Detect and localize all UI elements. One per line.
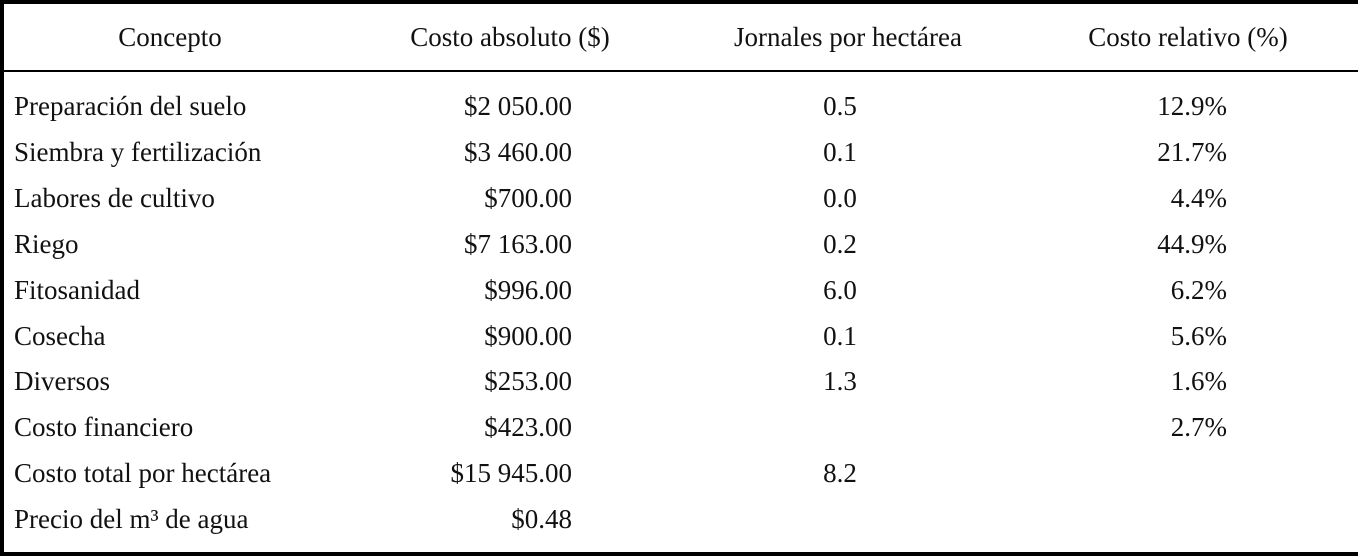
- header-rule: [4, 70, 1358, 72]
- table-cell: $2 050.00: [464, 91, 572, 121]
- table-cell: $253.00: [484, 366, 572, 397]
- table-cell: Siembra y fertilización: [14, 136, 262, 167]
- header-cell: Costo relativo (%): [1088, 22, 1288, 52]
- table-cell: 12.9%: [1157, 91, 1227, 121]
- table-cell: 0.5: [823, 91, 857, 121]
- table-cell: $0.48: [511, 504, 572, 535]
- table-cell: 0.1: [823, 320, 857, 351]
- table-cell: Costo financiero: [14, 412, 194, 443]
- table-cell: 44.9%: [1157, 228, 1227, 259]
- table-cell: 8.2: [823, 458, 857, 489]
- table-cell: 1.6%: [1170, 366, 1227, 397]
- header-cell: Concepto: [118, 22, 222, 52]
- table-cell: Diversos: [14, 366, 110, 397]
- table-cell: 0.0: [823, 182, 857, 213]
- header-cell: Costo absoluto ($): [410, 22, 610, 52]
- table-cell: Precio del m³ de agua: [14, 504, 249, 535]
- header-cell: Jornales por hectárea: [734, 22, 962, 52]
- table-cell: 0.1: [823, 136, 857, 167]
- table-cell: Costo total por hectárea: [14, 458, 272, 489]
- table-cell: 6.2%: [1170, 274, 1227, 305]
- table-cell: 2.7%: [1170, 412, 1227, 443]
- table-cell: 1.3: [823, 366, 857, 397]
- table-cell: Fitosanidad: [14, 274, 140, 305]
- table-cell: 4.4%: [1170, 182, 1227, 213]
- table-cell: 5.6%: [1170, 320, 1227, 351]
- table-cell: $900.00: [484, 320, 572, 351]
- table-cell: Labores de cultivo: [14, 182, 215, 213]
- table-cell: Preparación del suelo: [14, 91, 247, 121]
- table-cell: $996.00: [484, 274, 572, 305]
- table-cell: $700.00: [484, 182, 572, 213]
- table-cell: 0.2: [823, 228, 857, 259]
- table-cell: $7 163.00: [464, 228, 572, 259]
- table-cell: $15 945.00: [450, 458, 573, 489]
- table-cell: Riego: [14, 228, 79, 259]
- table-cell: 21.7%: [1157, 136, 1227, 167]
- table-cell: $3 460.00: [464, 136, 572, 167]
- table-cell: Cosecha: [14, 320, 106, 351]
- table-cell: $423.00: [484, 412, 572, 443]
- table-cell: 6.0: [823, 274, 857, 305]
